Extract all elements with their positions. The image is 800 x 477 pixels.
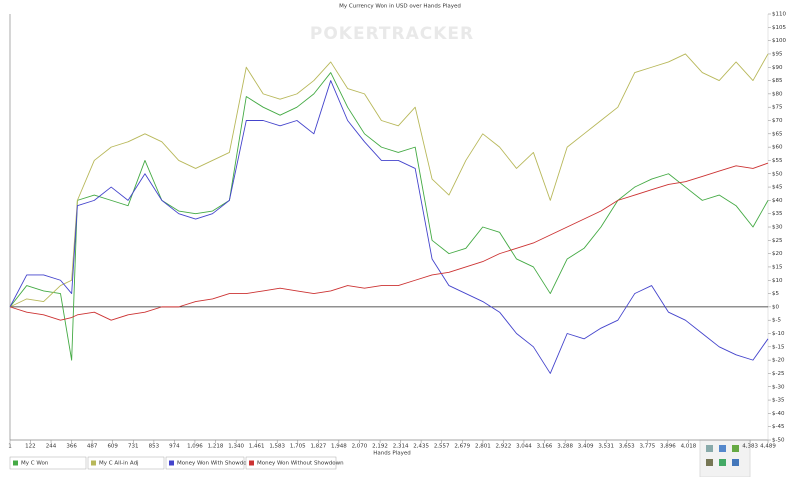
y-tick-label: $-50 (772, 438, 785, 444)
legend-box (87, 456, 165, 470)
x-tick-label: 974 (169, 444, 180, 450)
y-tick-label: $5 (772, 291, 779, 297)
legend-swatch (13, 460, 18, 466)
y-tick-label: $80 (772, 91, 783, 97)
x-tick-label: 4,383 (742, 444, 758, 450)
y-tick-label: $0 (772, 304, 779, 310)
x-tick-label: 1,218 (208, 444, 224, 450)
y-tick-label: $50 (772, 171, 783, 177)
y-tick-label: $-40 (772, 411, 785, 417)
x-tick-label: 609 (107, 444, 118, 450)
legend-swatch (91, 460, 96, 466)
y-tick-label: $-20 (772, 358, 785, 364)
x-tick-label: 1,827 (311, 444, 327, 450)
series-line (9, 72, 769, 361)
y-tick-label: $90 (772, 65, 783, 71)
legend-swatch (169, 460, 174, 466)
y-tick-label: $-30 (772, 384, 785, 390)
y-tick-label: $25 (772, 238, 783, 244)
y-tick-label: $105 (772, 25, 786, 31)
legend-label: My C All-in Adj (99, 461, 139, 467)
x-tick-label: 2,314 (393, 444, 409, 450)
series-line (9, 162, 769, 321)
y-tick-label: $45 (772, 185, 783, 191)
y-tick-label: $40 (772, 198, 783, 204)
y-tick-label: $-10 (772, 331, 785, 337)
x-tick-label: 366 (66, 444, 77, 450)
y-tick-label: $100 (772, 38, 786, 44)
y-tick-label: $15 (772, 264, 783, 270)
tray-icon (732, 445, 739, 452)
series-line (9, 80, 769, 374)
series-line (9, 53, 769, 308)
watermark: POKERTRACKER (310, 24, 474, 44)
x-tick-label: 3,288 (557, 444, 573, 450)
x-tick-label: 3,044 (516, 444, 532, 450)
y-tick-label: $10 (772, 278, 783, 284)
tray-icon (706, 459, 713, 466)
legend-label: My C Won (21, 461, 49, 467)
y-tick-label: $60 (772, 145, 783, 151)
y-tick-label: $110 (772, 12, 786, 18)
legend-swatch (249, 460, 254, 466)
x-tick-label: 1,340 (228, 444, 244, 450)
x-tick-label: 3,653 (619, 444, 635, 450)
x-tick-label: 1,948 (331, 444, 347, 450)
x-tick-label: 3,166 (537, 444, 553, 450)
y-tick-label: $-35 (772, 398, 785, 404)
y-tick-label: $-25 (772, 371, 785, 377)
tray-icon (719, 459, 726, 466)
y-tick-label: $-45 (772, 424, 785, 430)
x-tick-label: 3,775 (640, 444, 656, 450)
legend-box (165, 456, 245, 470)
x-tick-label: 487 (87, 444, 98, 450)
x-tick-label: 853 (149, 444, 160, 450)
y-tick-label: $65 (772, 131, 783, 137)
y-tick-label: $55 (772, 158, 783, 164)
x-tick-label: 1,461 (249, 444, 265, 450)
x-tick-label: 1,096 (187, 444, 203, 450)
y-tick-label: $35 (772, 211, 783, 217)
legend-box (245, 456, 337, 470)
legend-label: Money Won Without Showdown (257, 461, 344, 467)
chart-title: My Currency Won in USD over Hands Played (339, 4, 461, 10)
legend-box (9, 456, 87, 470)
y-tick-label: $75 (772, 105, 783, 111)
x-tick-label: 1 (8, 444, 12, 450)
x-tick-label: 2,557 (434, 444, 450, 450)
x-tick-label: 3,409 (578, 444, 594, 450)
y-tick-label: $30 (772, 225, 783, 231)
x-tick-label: 2,679 (454, 444, 470, 450)
y-tick-label: $95 (772, 51, 783, 57)
tray-icon (732, 459, 739, 466)
y-tick-label: $-5 (772, 318, 781, 324)
x-tick-label: 1,583 (269, 444, 285, 450)
x-tick-label: 1,705 (290, 444, 306, 450)
x-tick-label: 3,531 (598, 444, 614, 450)
x-tick-label: 3,896 (660, 444, 676, 450)
tray-icon (719, 445, 726, 452)
x-axis-title: Hands Played (373, 451, 410, 457)
y-tick-label: $70 (772, 118, 783, 124)
x-tick-label: 2,801 (475, 444, 491, 450)
y-tick-label: $85 (772, 78, 783, 84)
x-tick-label: 4,018 (681, 444, 697, 450)
x-tick-label: 244 (46, 444, 57, 450)
x-tick-label: 4,489 (760, 444, 776, 450)
x-tick-label: 2,922 (495, 444, 511, 450)
x-tick-label: 2,192 (372, 444, 388, 450)
y-tick-label: $-15 (772, 344, 785, 350)
x-tick-label: 2,070 (352, 444, 368, 450)
x-tick-label: 122 (25, 444, 36, 450)
legend-label: Money Won With Showdown (177, 461, 255, 467)
x-tick-label: 2,435 (413, 444, 429, 450)
y-tick-label: $20 (772, 251, 783, 257)
tray-icon (706, 445, 713, 452)
x-tick-label: 731 (128, 444, 139, 450)
